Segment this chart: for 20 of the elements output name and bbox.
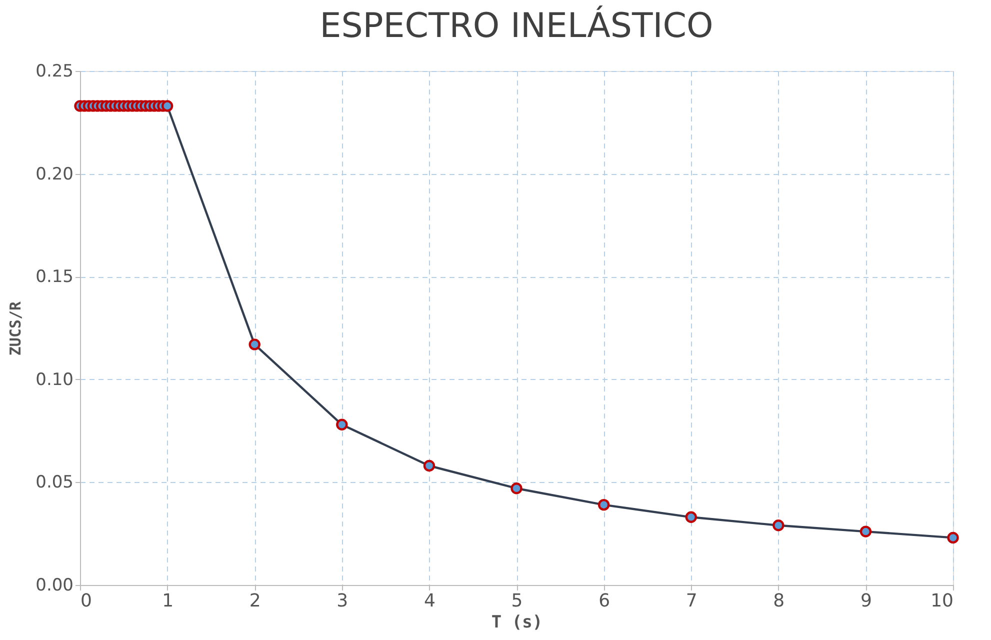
y-tick-label: 0.20 bbox=[36, 164, 74, 184]
x-tick-label: 7 bbox=[686, 590, 698, 612]
x-axis-title: T (s) bbox=[491, 612, 543, 632]
x-tick-label: 3 bbox=[336, 590, 348, 612]
y-tick-label: 0.25 bbox=[36, 62, 74, 82]
x-tick-label: 9 bbox=[860, 590, 872, 612]
y-tick-label: 0.00 bbox=[36, 576, 74, 596]
y-axis-title: ZUCS/R bbox=[6, 300, 25, 356]
y-tick-label: 0.05 bbox=[36, 472, 74, 493]
x-tick-label: 6 bbox=[598, 590, 610, 612]
y-tick-label: 0.15 bbox=[36, 267, 74, 288]
x-tick-label: 2 bbox=[249, 590, 261, 612]
x-tick-label: 10 bbox=[930, 590, 954, 612]
x-tick-label: 5 bbox=[511, 590, 523, 612]
x-tick-label: 4 bbox=[424, 590, 436, 612]
x-tick-label: 1 bbox=[162, 590, 174, 612]
x-tick-label: 0 bbox=[80, 590, 92, 612]
y-tick-label: 0.10 bbox=[36, 370, 74, 390]
x-tick-label: 8 bbox=[773, 590, 785, 612]
chart-title: ESPECTRO INELÁSTICO bbox=[320, 5, 714, 46]
